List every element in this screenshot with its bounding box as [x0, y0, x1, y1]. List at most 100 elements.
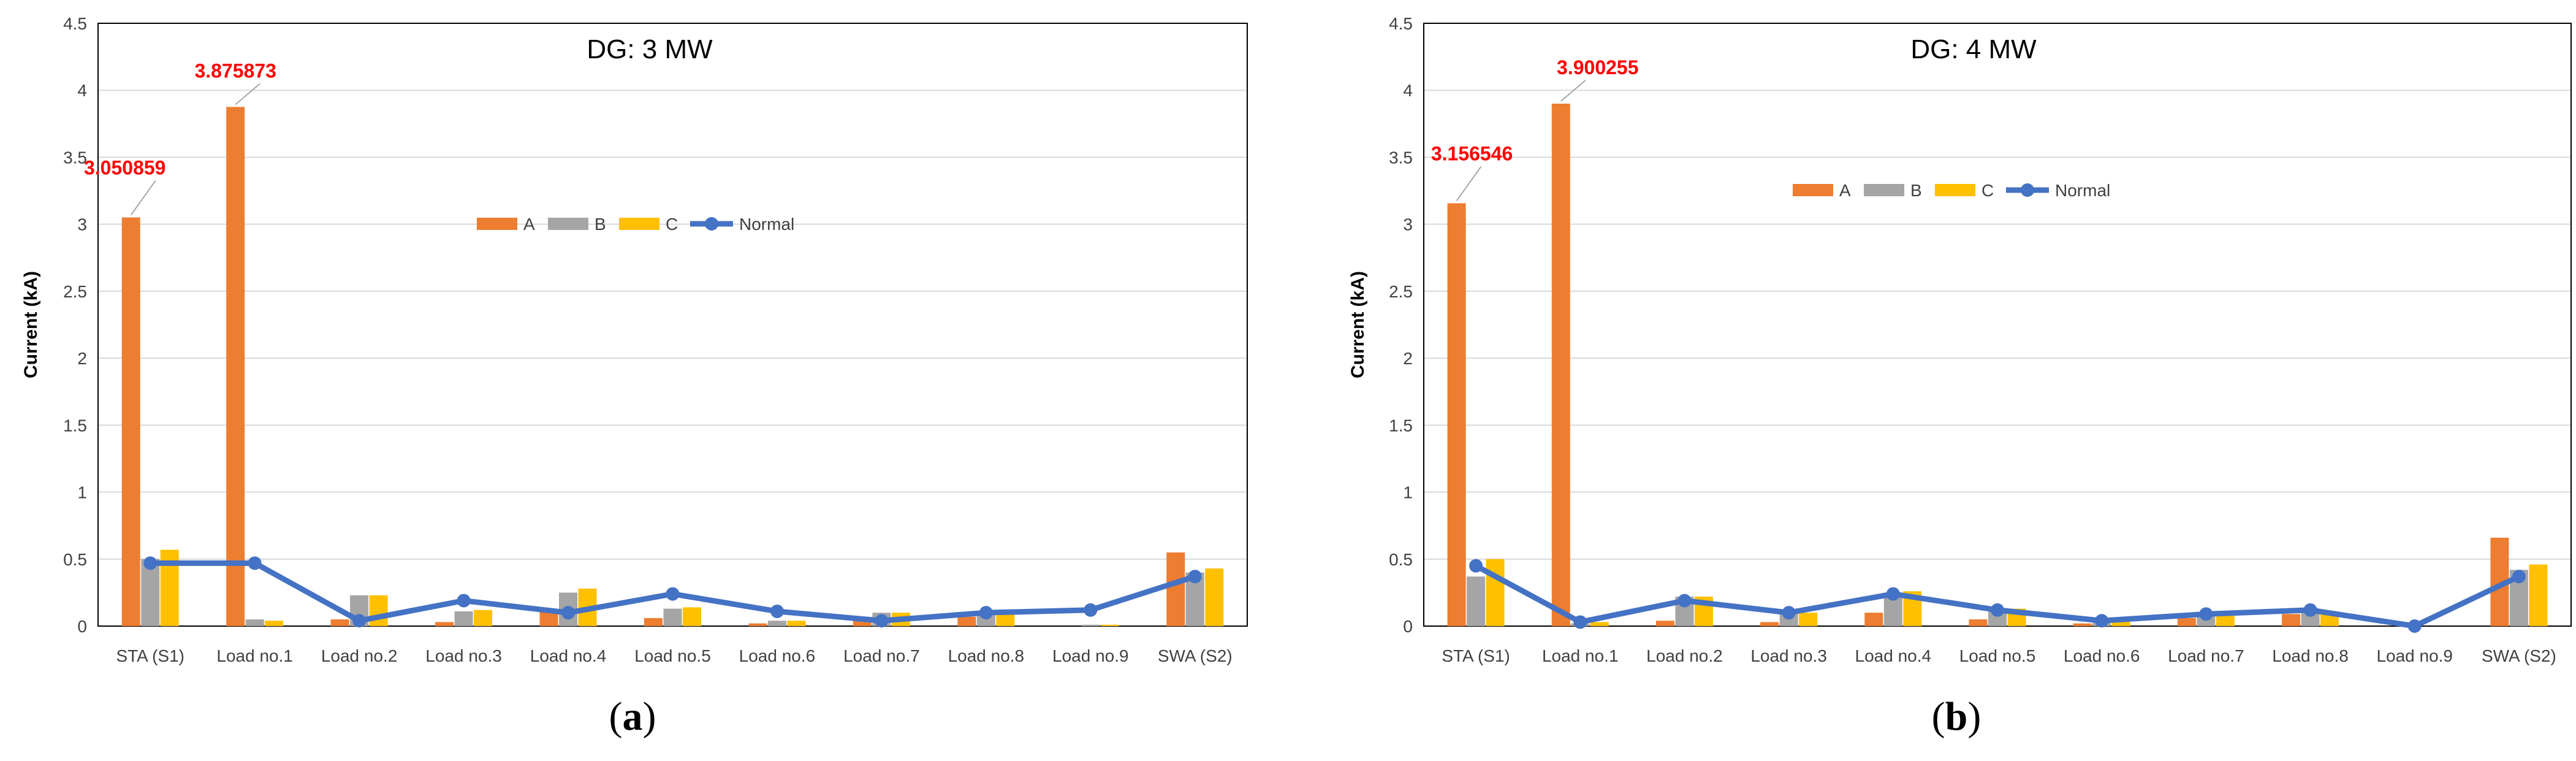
- point-normal: [2199, 607, 2213, 621]
- annotation-leader-line: [1560, 80, 1586, 102]
- x-tick-label: Load no.4: [1855, 646, 1932, 665]
- y-tick-label: 4.5: [63, 14, 87, 33]
- x-tick-label: Load no.8: [948, 646, 1025, 665]
- annotation-leader-line: [130, 180, 156, 216]
- legend-label-c: C: [666, 215, 678, 234]
- chart-panel-b: 0 0.5 1 1.5 2 2.5 3 3.5 4 4.5 STA (S1) Load no.1 Loa…: [1348, 14, 2572, 665]
- bar-a: [644, 618, 663, 626]
- bar-a: [1551, 104, 1570, 626]
- point-normal: [2407, 619, 2422, 633]
- x-tick-label: Load no.8: [2272, 646, 2349, 665]
- legend-marker-normal: [2021, 183, 2034, 197]
- bar-a: [226, 107, 245, 626]
- annotation-leader-line: [235, 83, 260, 105]
- point-normal: [875, 614, 889, 628]
- point-normal: [2303, 603, 2317, 617]
- legend-swatch-c: [619, 218, 659, 230]
- x-tick-label: Load no.9: [2376, 646, 2453, 665]
- bar-a: [121, 217, 140, 627]
- bar-a: [1655, 621, 1674, 626]
- y-tick-label: 0.5: [63, 550, 87, 569]
- chart-title: DG: 4 MW: [1910, 34, 2037, 64]
- point-normal: [1991, 603, 2004, 617]
- x-tick-label: STA (S1): [1442, 646, 1510, 665]
- bar-c: [1486, 559, 1505, 626]
- bar-a: [853, 621, 872, 626]
- bar-c: [265, 621, 284, 626]
- bar-b: [767, 621, 786, 626]
- bar-c: [996, 613, 1015, 626]
- legend-label-a: A: [523, 215, 535, 234]
- point-normal: [1084, 603, 1098, 617]
- y-tick-label: 2.5: [1389, 282, 1413, 301]
- x-tick-label: Load no.7: [843, 646, 920, 665]
- panel-label-a: (a): [609, 694, 656, 739]
- y-tick-label: 3: [77, 215, 87, 234]
- legend-label-a: A: [1839, 181, 1851, 200]
- x-tick-label: Load no.5: [1959, 646, 2036, 665]
- plot-area-border: [97, 23, 1248, 627]
- x-tick-label: STA (S1): [116, 646, 184, 665]
- y-tick-label: 4: [1403, 81, 1413, 100]
- bar-c: [1205, 568, 1224, 626]
- y-axis-title: Current (kA): [21, 271, 41, 378]
- annotation-label: 3.050859: [84, 157, 165, 179]
- y-tick-label: 0: [77, 617, 87, 636]
- point-normal: [1469, 559, 1483, 573]
- y-tick-label: 2: [1403, 349, 1413, 368]
- bar-b: [1081, 624, 1100, 626]
- y-axis-title: Current (kA): [1348, 271, 1368, 378]
- chart-panel-a: 0 0.5 1 1.5 2 2.5 3 3.5 4 4.5 STA (S1) Load no.1 Loa…: [21, 14, 1248, 665]
- x-tick-label: Load no.4: [530, 646, 607, 665]
- y-tick-label: 3: [1403, 215, 1413, 234]
- legend-swatch-b: [1864, 184, 1904, 196]
- bar-a: [748, 623, 767, 626]
- point-normal: [2095, 614, 2109, 628]
- bar-a: [2073, 623, 2092, 626]
- y-tick-label: 1.5: [63, 416, 87, 435]
- bar-b: [141, 559, 160, 626]
- x-tick-label: Load no.3: [425, 646, 502, 665]
- y-tick-label: 4.5: [1389, 14, 1413, 33]
- point-normal: [666, 587, 680, 601]
- y-tick-label: 1.5: [1389, 416, 1413, 435]
- bar-c: [1799, 613, 1818, 626]
- legend-label-normal: Normal: [2055, 181, 2110, 200]
- y-tick-label: 1: [77, 483, 87, 502]
- annotation-label: 3.900255: [1557, 56, 1638, 78]
- annotation-leader-line: [1456, 166, 1482, 202]
- bar-c: [787, 621, 806, 626]
- bar-b: [245, 619, 264, 626]
- y-tick-label: 0.5: [1389, 550, 1413, 569]
- x-tick-label: SWA (S2): [2482, 646, 2556, 665]
- bar-a: [957, 616, 976, 626]
- legend-swatch-b: [548, 218, 588, 230]
- point-normal: [1886, 587, 1900, 601]
- point-normal: [352, 614, 367, 628]
- bar-a: [1447, 203, 1466, 626]
- bar-b: [1467, 576, 1486, 626]
- bar-c: [1590, 622, 1609, 626]
- bar-a: [1969, 619, 1988, 626]
- chart-title: DG: 3 MW: [587, 34, 713, 64]
- annotation-label: 3.875873: [194, 59, 276, 82]
- point-normal: [561, 606, 576, 620]
- legend-label-normal: Normal: [739, 215, 794, 234]
- point-normal: [2512, 570, 2526, 584]
- bar-b: [663, 608, 682, 626]
- x-tick-label: Load no.1: [1542, 646, 1619, 665]
- bar-a: [330, 619, 349, 626]
- x-tick-label: Load no.2: [321, 646, 398, 665]
- legend-label-c: C: [1981, 181, 1994, 200]
- legend-swatch-a: [1793, 184, 1833, 196]
- point-normal: [770, 604, 784, 618]
- legend-marker-normal: [705, 217, 718, 231]
- x-tick-label: Load no.5: [634, 646, 711, 665]
- legend-label-b: B: [595, 215, 606, 234]
- bar-c: [2111, 621, 2130, 626]
- x-tick-label: Load no.6: [739, 646, 816, 665]
- y-tick-label: 3.5: [1389, 148, 1413, 167]
- bar-a: [2282, 614, 2301, 626]
- point-normal: [457, 594, 471, 608]
- y-tick-label: 4: [77, 81, 87, 100]
